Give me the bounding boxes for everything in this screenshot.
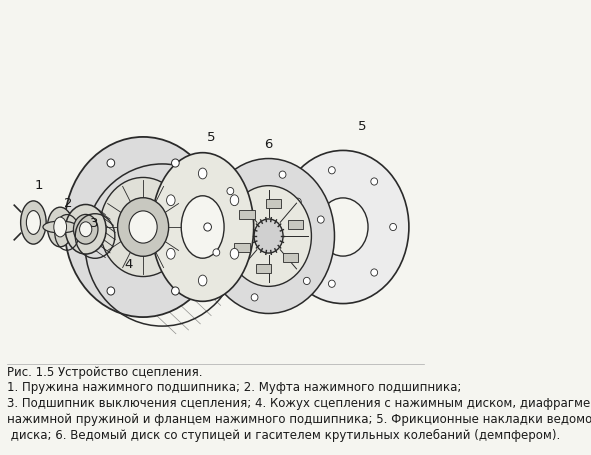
Text: 6: 6 <box>264 138 273 151</box>
Ellipse shape <box>181 197 224 258</box>
Text: 4: 4 <box>124 257 132 270</box>
Ellipse shape <box>27 211 40 235</box>
Ellipse shape <box>107 287 115 295</box>
Ellipse shape <box>213 249 220 257</box>
Ellipse shape <box>21 202 46 245</box>
Text: диска; 6. Ведомый диск со ступицей и гасителем крутильных колебаний (демпфером).: диска; 6. Ведомый диск со ступицей и гас… <box>7 428 560 441</box>
Text: 1. Пружина нажимного подшипника; 2. Муфта нажимного подшипника;: 1. Пружина нажимного подшипника; 2. Муфт… <box>7 380 462 394</box>
Ellipse shape <box>47 208 73 247</box>
Ellipse shape <box>54 217 67 238</box>
FancyBboxPatch shape <box>234 243 249 253</box>
Ellipse shape <box>251 294 258 301</box>
Ellipse shape <box>230 249 239 260</box>
Ellipse shape <box>107 160 115 168</box>
FancyBboxPatch shape <box>256 265 271 274</box>
FancyBboxPatch shape <box>266 199 281 208</box>
Text: 3. Подшипник выключения сцепления; 4. Кожух сцепления с нажимным диском, диафраг: 3. Подшипник выключения сцепления; 4. Ко… <box>7 396 591 410</box>
Ellipse shape <box>43 222 77 233</box>
Ellipse shape <box>329 281 335 288</box>
Ellipse shape <box>167 249 175 260</box>
Ellipse shape <box>65 205 106 254</box>
Ellipse shape <box>199 275 207 286</box>
FancyBboxPatch shape <box>239 211 255 220</box>
Ellipse shape <box>294 199 301 206</box>
Ellipse shape <box>152 153 254 302</box>
Text: 5: 5 <box>207 131 215 144</box>
Ellipse shape <box>199 169 207 180</box>
Text: 1: 1 <box>35 178 43 191</box>
Ellipse shape <box>317 217 324 224</box>
Ellipse shape <box>129 212 157 243</box>
Ellipse shape <box>64 137 222 318</box>
Text: нажимной пружиной и фланцем нажимного подшипника; 5. Фрикционные накладки ведомо: нажимной пружиной и фланцем нажимного по… <box>7 412 591 425</box>
Ellipse shape <box>226 186 311 287</box>
Text: 5: 5 <box>358 120 366 133</box>
Ellipse shape <box>389 224 397 231</box>
Ellipse shape <box>73 215 98 245</box>
Text: Рис. 1.5 Устройство сцепления.: Рис. 1.5 Устройство сцепления. <box>7 365 203 378</box>
FancyBboxPatch shape <box>282 253 298 263</box>
Ellipse shape <box>303 278 310 285</box>
Ellipse shape <box>371 178 378 186</box>
Ellipse shape <box>277 151 409 304</box>
Ellipse shape <box>118 198 168 257</box>
Ellipse shape <box>329 167 335 174</box>
Ellipse shape <box>230 195 239 206</box>
Ellipse shape <box>80 222 92 237</box>
Ellipse shape <box>371 269 378 277</box>
Ellipse shape <box>100 178 186 277</box>
Ellipse shape <box>75 223 82 232</box>
Text: 2: 2 <box>64 196 73 209</box>
Text: 3: 3 <box>90 217 99 229</box>
Ellipse shape <box>254 219 283 253</box>
Ellipse shape <box>167 195 175 206</box>
FancyBboxPatch shape <box>288 221 303 230</box>
Ellipse shape <box>227 188 234 195</box>
Ellipse shape <box>279 172 286 179</box>
Ellipse shape <box>203 159 335 314</box>
Ellipse shape <box>204 223 212 232</box>
Ellipse shape <box>171 160 179 168</box>
Ellipse shape <box>294 249 301 256</box>
Ellipse shape <box>318 198 368 257</box>
Ellipse shape <box>171 287 179 295</box>
